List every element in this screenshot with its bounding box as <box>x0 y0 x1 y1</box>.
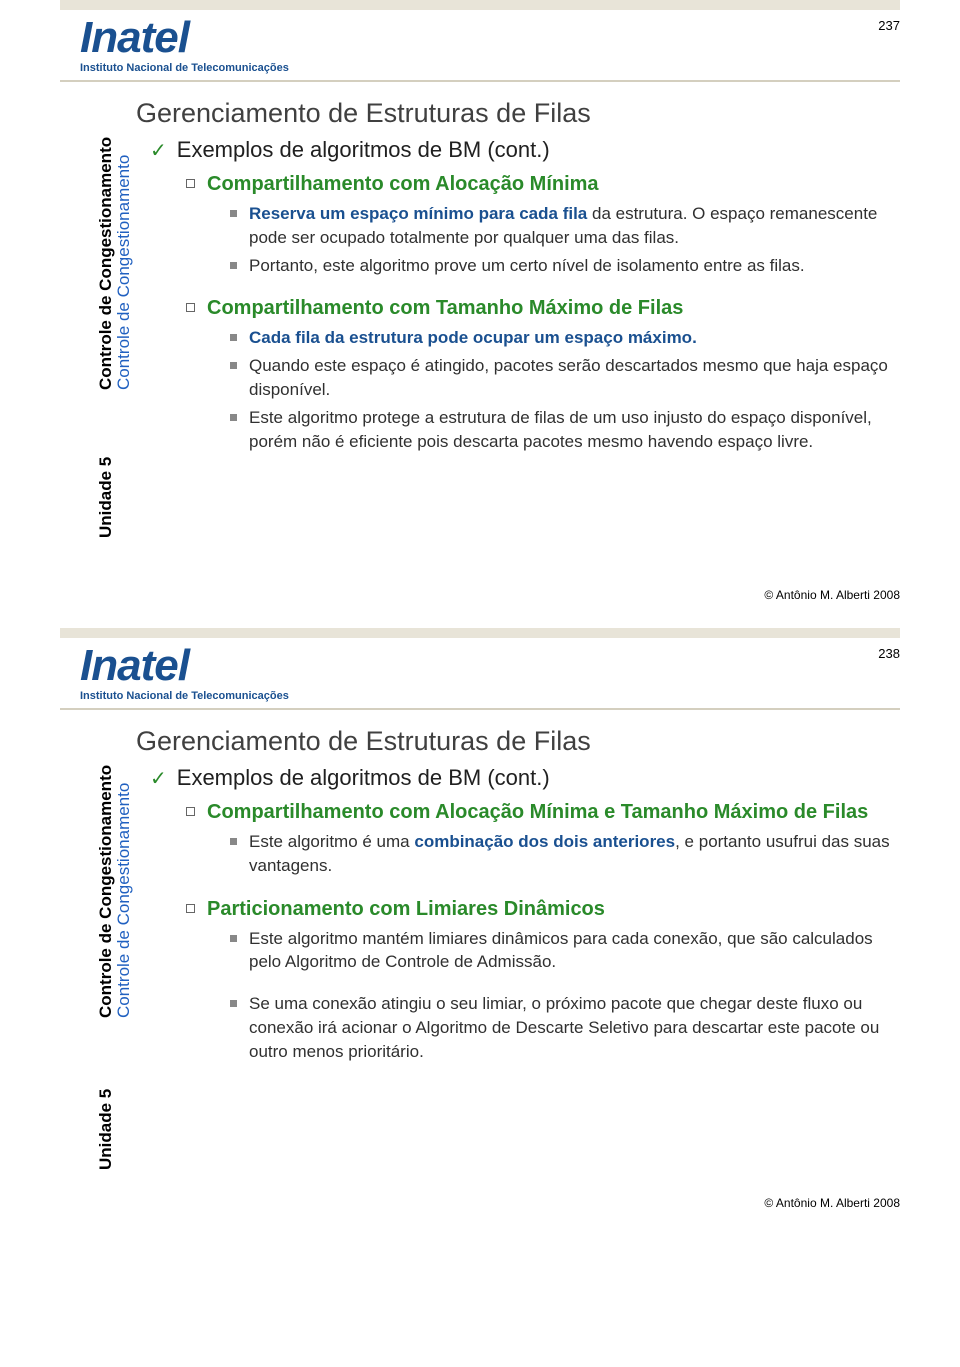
footer: © Antônio M. Alberti 2008 <box>0 582 960 620</box>
logo-subtitle: Instituto Nacional de Telecomunicações <box>80 62 289 74</box>
logo: Inatel Instituto Nacional de Telecomunic… <box>80 16 289 74</box>
vert-label-unit: Unidade 5 <box>96 1089 116 1170</box>
vertical-labels: Controle de Congestionamento Controle de… <box>80 92 110 572</box>
body: Controle de Congestionamento Controle de… <box>0 82 960 582</box>
bullet-text: Portanto, este algoritmo prove um certo … <box>249 254 805 278</box>
bullet-text: Compartilhamento com Alocação Mínima e T… <box>207 799 868 826</box>
vertical-labels: Controle de Congestionamento Controle de… <box>80 720 110 1180</box>
slide-237: 237 Inatel Instituto Nacional de Telecom… <box>0 0 960 620</box>
bullet-text: Este algoritmo mantém limiares dinâmicos… <box>249 927 900 975</box>
logo-text: Inatel <box>80 16 289 60</box>
bullet-text: Reserva um espaço mínimo para cada fila … <box>249 202 900 250</box>
logo-subtitle: Instituto Nacional de Telecomunicações <box>80 690 289 702</box>
footer: © Antônio M. Alberti 2008 <box>0 1190 960 1228</box>
logo-area: Inatel Instituto Nacional de Telecomunic… <box>0 644 960 708</box>
bullet-text: Este algoritmo é uma combinação dos dois… <box>249 830 900 878</box>
slide-238: 238 Inatel Instituto Nacional de Telecom… <box>0 628 960 1228</box>
page-number: 237 <box>878 18 900 33</box>
page-number: 238 <box>878 646 900 661</box>
bullet-text: Este algoritmo protege a estrutura de fi… <box>249 406 900 454</box>
header-bar <box>60 628 900 638</box>
bullet-lvl2: Este algoritmo protege a estrutura de fi… <box>136 406 900 454</box>
slide-title: Gerenciamento de Estruturas de Filas <box>136 98 900 129</box>
body: Controle de Congestionamento Controle de… <box>0 710 960 1190</box>
header-bar <box>60 0 900 10</box>
vert-label-blue: Controle de Congestionamento <box>114 155 306 390</box>
bullet-text: Quando este espaço é atingido, pacotes s… <box>249 354 900 402</box>
bullet-text: Se uma conexão atingiu o seu limiar, o p… <box>249 992 900 1063</box>
logo-text: Inatel <box>80 644 289 688</box>
vert-label-unit: Unidade 5 <box>96 457 140 538</box>
vert-label-blue: Controle de Congestionamento <box>114 783 286 1018</box>
logo-area: Inatel Instituto Nacional de Telecomunic… <box>0 16 960 80</box>
square-fill-icon <box>230 414 237 421</box>
logo: Inatel Instituto Nacional de Telecomunic… <box>80 644 289 702</box>
bullet-text: Cada fila da estrutura pode ocupar um es… <box>249 326 697 350</box>
slide-title: Gerenciamento de Estruturas de Filas <box>136 726 900 757</box>
